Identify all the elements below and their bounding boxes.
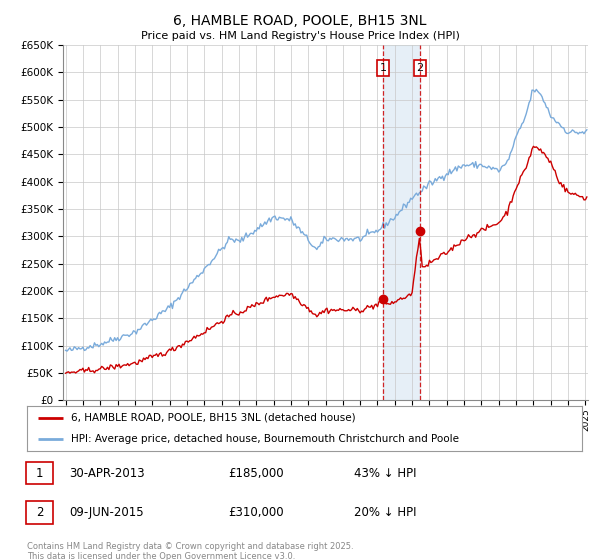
Text: HPI: Average price, detached house, Bournemouth Christchurch and Poole: HPI: Average price, detached house, Bour… xyxy=(71,434,460,444)
Text: 43% ↓ HPI: 43% ↓ HPI xyxy=(354,466,416,480)
Text: 6, HAMBLE ROAD, POOLE, BH15 3NL: 6, HAMBLE ROAD, POOLE, BH15 3NL xyxy=(173,14,427,28)
Text: 2: 2 xyxy=(416,63,424,73)
Text: 20% ↓ HPI: 20% ↓ HPI xyxy=(354,506,416,519)
Text: £310,000: £310,000 xyxy=(228,506,284,519)
Text: 2: 2 xyxy=(36,506,43,519)
Text: 1: 1 xyxy=(380,63,386,73)
Text: Price paid vs. HM Land Registry's House Price Index (HPI): Price paid vs. HM Land Registry's House … xyxy=(140,31,460,41)
Text: 09-JUN-2015: 09-JUN-2015 xyxy=(69,506,143,519)
Bar xyxy=(383,45,420,400)
Text: 6, HAMBLE ROAD, POOLE, BH15 3NL (detached house): 6, HAMBLE ROAD, POOLE, BH15 3NL (detache… xyxy=(71,413,356,423)
Text: 30-APR-2013: 30-APR-2013 xyxy=(69,466,145,480)
Text: 1: 1 xyxy=(36,466,43,480)
Text: Contains HM Land Registry data © Crown copyright and database right 2025.
This d: Contains HM Land Registry data © Crown c… xyxy=(27,542,353,560)
Text: £185,000: £185,000 xyxy=(228,466,284,480)
